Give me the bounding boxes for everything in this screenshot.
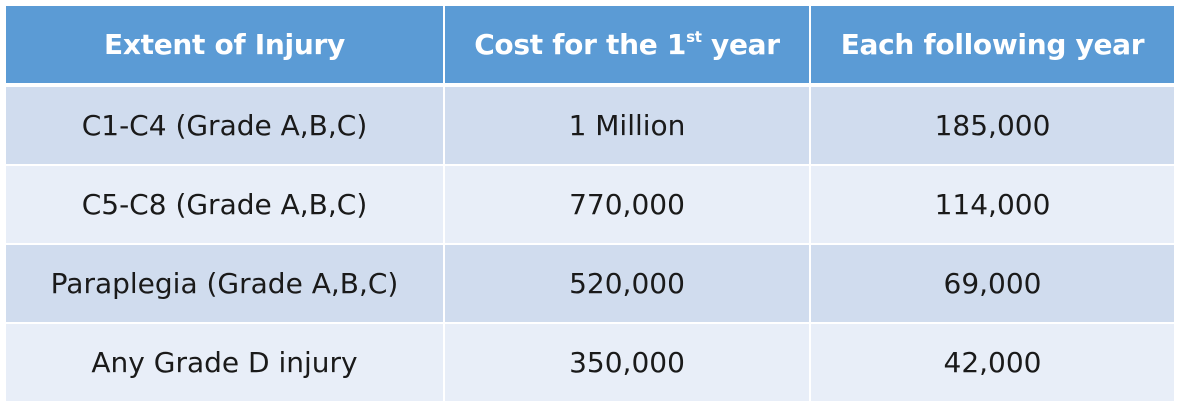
injury-cost-table: Extent of Injury Cost for the 1st year E… [6,6,1174,403]
cell-extent: Paraplegia (Grade A,B,C) [6,244,445,324]
injury-cost-table-container: Extent of Injury Cost for the 1st year E… [6,6,1174,403]
cell-first-year-cost: 1 Million [444,85,811,166]
cell-first-year-cost: 770,000 [444,165,811,245]
table-row: Any Grade D injury 350,000 42,000 [6,323,1174,403]
cell-following-year-cost: 114,000 [810,165,1174,245]
cell-extent: C1-C4 (Grade A,B,C) [6,85,445,166]
cell-first-year-cost: 520,000 [444,244,811,324]
cell-following-year-cost: 185,000 [810,85,1174,166]
cell-extent: Any Grade D injury [6,323,445,403]
header-cost-first-year-prefix: Cost for the 1 [474,28,687,61]
header-cost-first-year-superscript: st [686,28,702,46]
header-cost-first-year-suffix: year [701,28,780,61]
cell-first-year-cost: 350,000 [444,323,811,403]
header-cost-first-year: Cost for the 1st year [444,6,811,87]
cell-extent: C5-C8 (Grade A,B,C) [6,165,445,245]
header-extent-of-injury: Extent of Injury [6,6,445,87]
table-row: C1-C4 (Grade A,B,C) 1 Million 185,000 [6,85,1174,166]
table-header-row: Extent of Injury Cost for the 1st year E… [6,6,1174,87]
table-row: C5-C8 (Grade A,B,C) 770,000 114,000 [6,165,1174,245]
table-row: Paraplegia (Grade A,B,C) 520,000 69,000 [6,244,1174,324]
cell-following-year-cost: 69,000 [810,244,1174,324]
header-each-following-year: Each following year [810,6,1174,87]
cell-following-year-cost: 42,000 [810,323,1174,403]
